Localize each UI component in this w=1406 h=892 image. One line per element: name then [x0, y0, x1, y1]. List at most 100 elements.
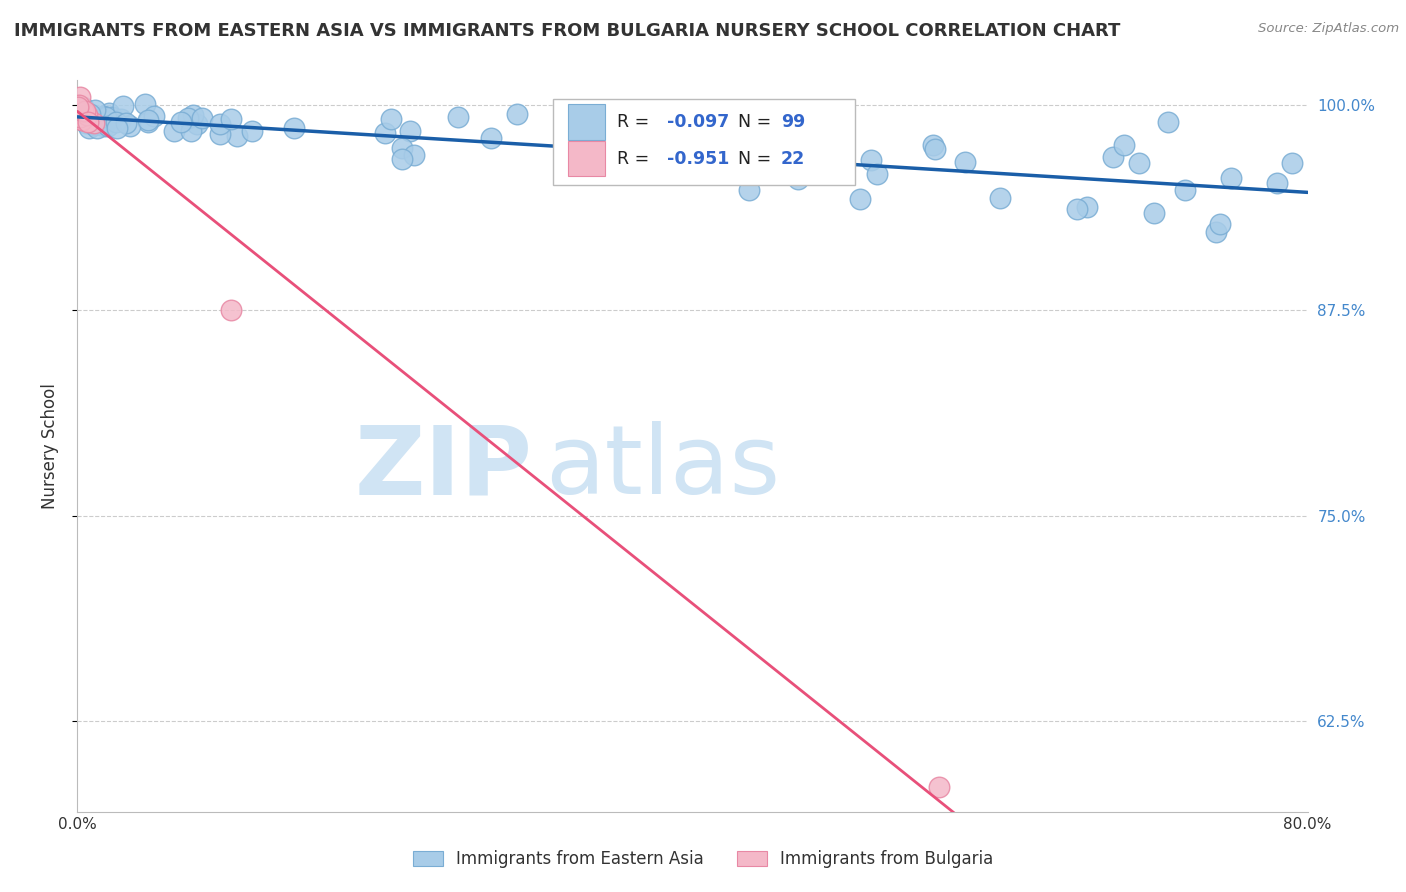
Point — [93, 110, 115, 124]
Point — [67, 101, 90, 115]
Point — [70, 102, 93, 116]
Point — [226, 129, 249, 144]
Point — [98, 106, 121, 120]
Point — [506, 106, 529, 120]
Point — [787, 172, 810, 186]
Point — [186, 117, 208, 131]
Point — [94, 112, 117, 127]
Point — [163, 124, 186, 138]
Point — [745, 147, 768, 161]
Point — [87, 115, 110, 129]
Point — [70, 108, 93, 122]
Point — [69, 110, 91, 124]
Point — [860, 153, 883, 167]
Text: N =: N = — [738, 150, 776, 168]
Point — [953, 154, 976, 169]
Point — [1112, 138, 1135, 153]
Bar — [568, 141, 605, 176]
Point — [75, 112, 97, 127]
Point — [84, 112, 107, 127]
Point — [177, 111, 200, 125]
Point — [208, 117, 231, 131]
Point — [593, 138, 616, 153]
Point — [928, 780, 950, 794]
Point — [219, 303, 242, 318]
Point — [105, 115, 128, 129]
Point — [1205, 225, 1227, 239]
Bar — [568, 104, 605, 139]
Point — [101, 111, 124, 125]
Point — [75, 112, 97, 127]
Point — [70, 107, 93, 121]
Point — [924, 142, 946, 156]
Point — [1076, 201, 1098, 215]
Point — [115, 116, 138, 130]
Point — [73, 105, 96, 120]
Point — [107, 121, 129, 136]
Point — [66, 101, 89, 115]
Point — [67, 103, 90, 118]
Point — [134, 97, 156, 112]
Point — [72, 100, 94, 114]
Point — [76, 105, 98, 120]
Point — [69, 100, 91, 114]
Point — [110, 112, 132, 126]
Point — [391, 141, 413, 155]
Text: -0.097: -0.097 — [666, 113, 728, 131]
Point — [191, 111, 214, 125]
Point — [96, 114, 118, 128]
Point — [75, 114, 97, 128]
Point — [77, 108, 100, 122]
Point — [70, 110, 93, 124]
Point — [600, 137, 623, 152]
Point — [76, 113, 98, 128]
Text: ZIP: ZIP — [354, 421, 533, 515]
Point — [1281, 156, 1303, 170]
Point — [97, 120, 120, 134]
Point — [67, 112, 90, 126]
Point — [66, 101, 89, 115]
Point — [374, 126, 396, 140]
Point — [849, 192, 872, 206]
Point — [380, 112, 402, 127]
Point — [72, 105, 94, 120]
Text: 99: 99 — [782, 113, 806, 131]
Point — [73, 104, 96, 119]
Point — [96, 110, 118, 124]
Point — [76, 116, 98, 130]
Point — [183, 108, 205, 122]
Text: 22: 22 — [782, 150, 806, 168]
Text: N =: N = — [738, 113, 776, 131]
Point — [69, 109, 91, 123]
Point — [83, 119, 105, 133]
Point — [208, 127, 231, 141]
Point — [79, 107, 101, 121]
Point — [180, 124, 202, 138]
Point — [1219, 171, 1241, 186]
Point — [67, 98, 90, 112]
Point — [70, 113, 93, 128]
Point — [72, 104, 94, 119]
Point — [1174, 183, 1197, 197]
Point — [118, 119, 141, 133]
Point — [1157, 114, 1180, 128]
Point — [86, 121, 108, 136]
Point — [1143, 206, 1166, 220]
Point — [76, 112, 98, 127]
Point — [79, 120, 101, 135]
Point — [402, 148, 425, 162]
Text: R =: R = — [617, 150, 655, 168]
Point — [83, 116, 105, 130]
Point — [136, 115, 159, 129]
Point — [922, 137, 945, 152]
Legend: Immigrants from Eastern Asia, Immigrants from Bulgaria: Immigrants from Eastern Asia, Immigrants… — [406, 844, 1000, 875]
Point — [75, 108, 97, 122]
Point — [283, 120, 305, 135]
Point — [399, 124, 422, 138]
Point — [1208, 217, 1230, 231]
Point — [76, 108, 98, 122]
Text: atlas: atlas — [546, 421, 780, 515]
Point — [77, 115, 100, 129]
Point — [240, 124, 263, 138]
Point — [70, 112, 93, 126]
